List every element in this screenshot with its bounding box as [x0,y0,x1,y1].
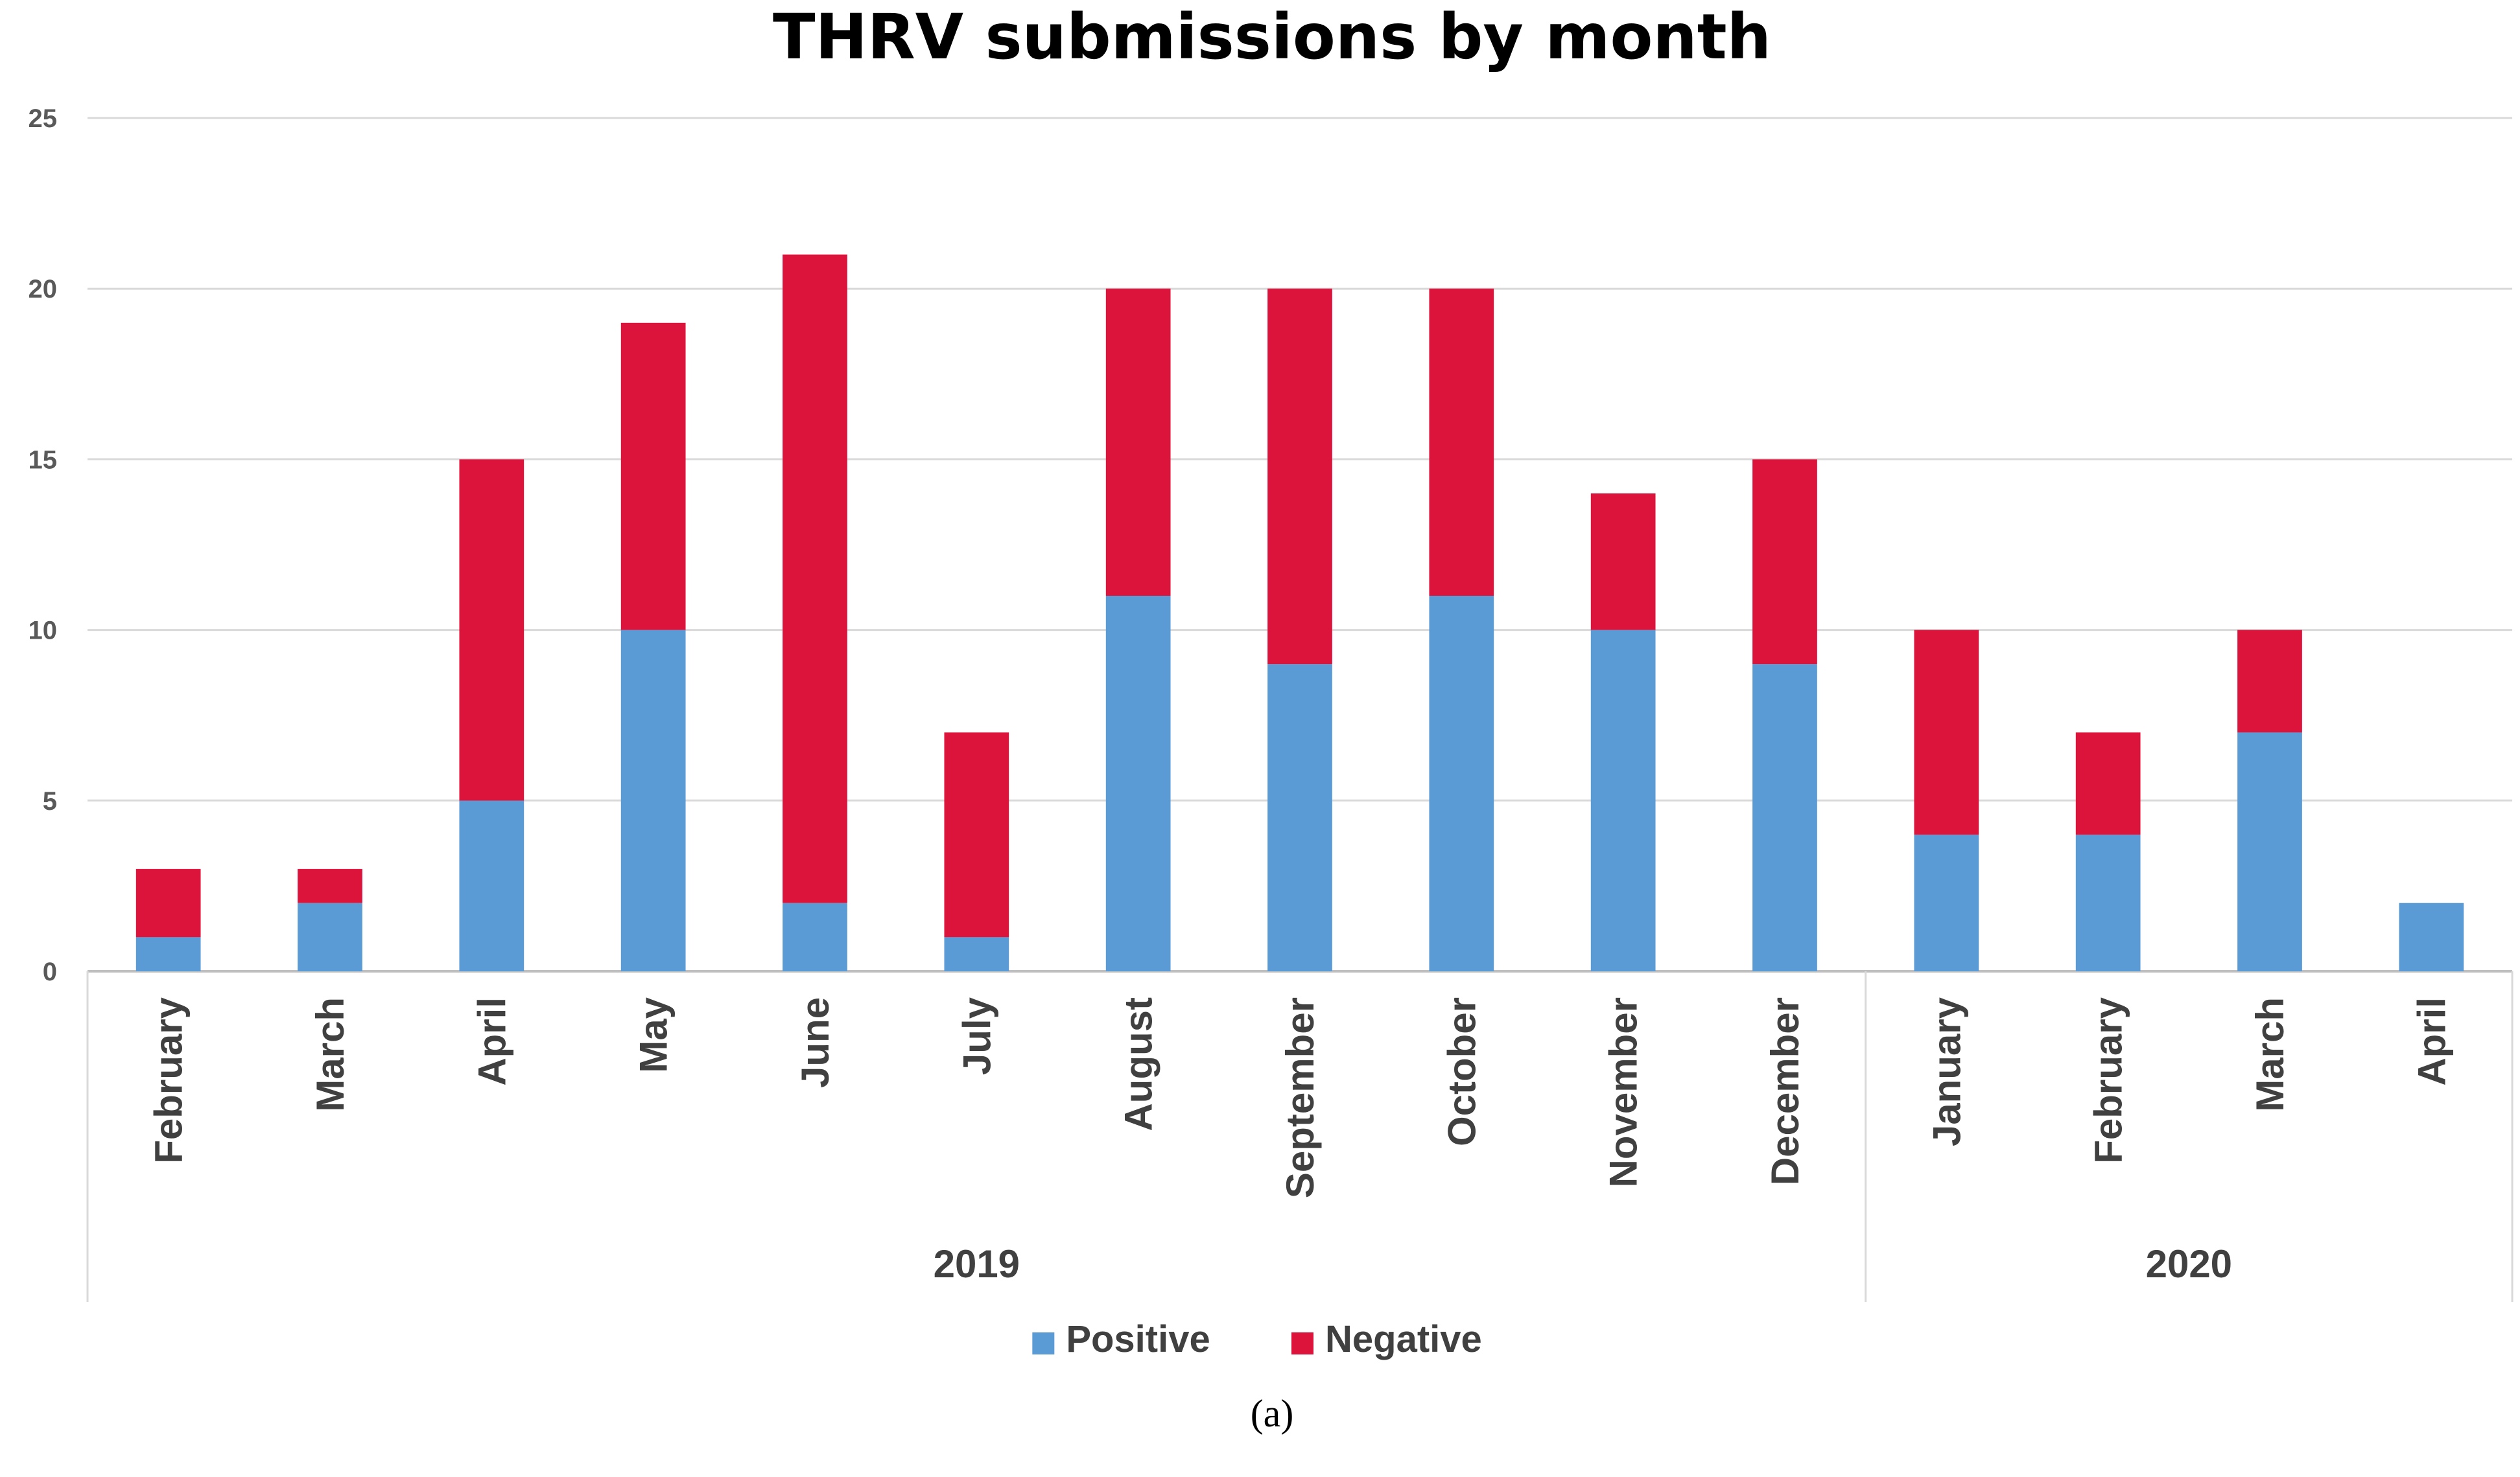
y-axis: 0 5 10 15 20 25 [29,104,58,986]
bar-negative-march [298,869,362,903]
legend: Positive Negative [1032,1318,1482,1360]
y-tick-label: 15 [29,445,58,474]
legend-label-negative: Negative [1325,1318,1482,1360]
bar-positive-march [2237,732,2302,971]
legend-swatch-negative [1291,1332,1313,1354]
x-tick-label: September [1278,997,1322,1198]
x-tick-label: January [1925,997,1968,1146]
year-groups: 2019 2020 [86,971,2514,1302]
x-tick-label: February [147,997,191,1163]
bar-positive-june [783,903,847,971]
bar-positive-april [459,800,524,971]
x-tick-label: August [1117,997,1160,1131]
bar-positive-december [1752,664,1817,971]
y-tick-label: 10 [29,617,58,645]
bars [135,254,2464,971]
x-tick-label: May [632,997,676,1072]
bar-negative-june [783,254,847,903]
bar-positive-august [1105,595,1171,971]
bar-negative-december [1752,459,1817,665]
bar-negative-february [2075,732,2141,835]
bar-negative-april [459,459,524,801]
bar-negative-may [620,322,686,630]
x-tick-label: April [470,997,513,1086]
bar-positive-february [2075,834,2141,971]
legend-swatch-positive [1032,1332,1055,1354]
bar-negative-november [1590,493,1656,630]
bar-positive-july [944,937,1009,971]
bar-negative-september [1267,289,1332,665]
bar-negative-march [2237,630,2302,733]
x-tick-label: February [2087,997,2130,1163]
x-tick-label: April [2410,997,2453,1086]
bar-negative-october [1429,289,1494,596]
figure-caption: (a) [1251,1392,1294,1435]
bar-positive-february [135,937,201,971]
x-tick-label: November [1602,997,1645,1187]
x-tick-label: October [1440,997,1483,1146]
bar-positive-march [298,903,362,971]
y-tick-label: 25 [29,104,58,133]
bar-positive-april [2399,903,2464,971]
bar-negative-august [1105,289,1171,596]
bar-positive-september [1267,664,1332,971]
x-tick-label: July [955,997,998,1075]
x-tick-label: March [2248,997,2292,1112]
bar-negative-january [1914,630,1979,835]
y-tick-label: 0 [43,958,57,986]
bar-negative-july [944,732,1009,938]
year-group-label: 2020 [2146,1242,2232,1286]
bar-negative-february [135,869,201,938]
y-tick-label: 20 [29,275,58,303]
x-tick-label: March [309,997,352,1112]
chart-title: THRV submissions by month [773,1,1771,73]
y-tick-label: 5 [43,787,57,816]
bar-positive-may [620,630,686,971]
x-axis: February March April May June July August Septe… [147,997,2454,1198]
bar-positive-november [1590,630,1656,971]
x-tick-label: June [794,997,837,1088]
legend-label-positive: Positive [1066,1318,1210,1360]
bar-positive-january [1914,834,1979,971]
bar-positive-october [1429,595,1494,971]
year-group-label: 2019 [934,1242,1020,1286]
x-tick-label: December [1763,997,1807,1185]
